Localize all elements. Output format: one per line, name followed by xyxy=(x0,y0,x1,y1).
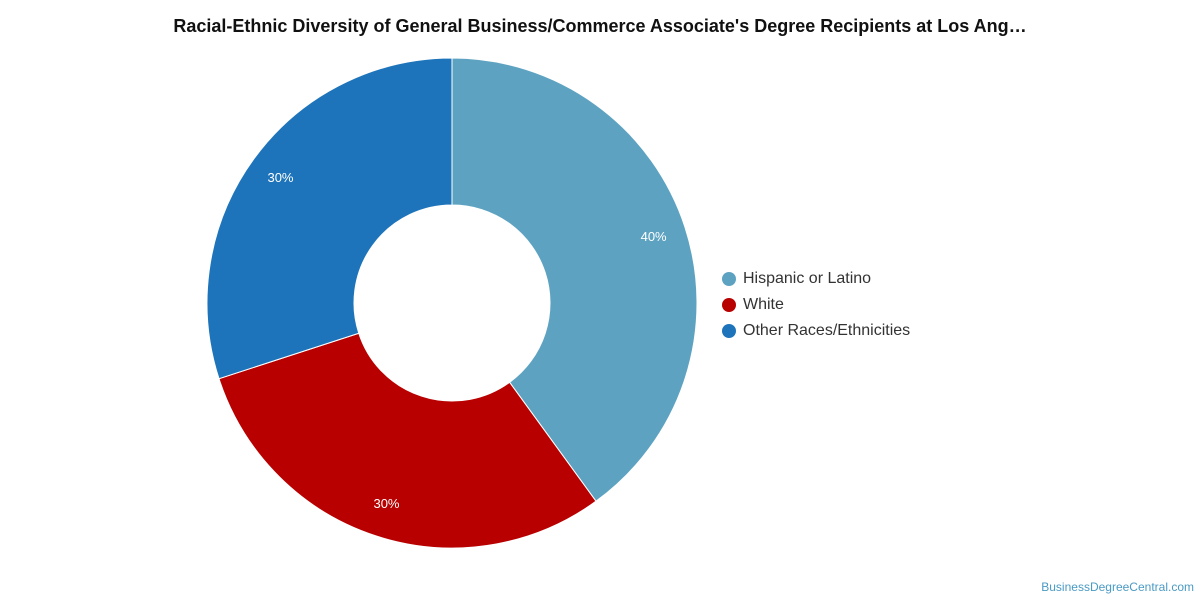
pie-slice-hispanic-or-latino[interactable] xyxy=(451,57,698,502)
legend-swatch-white xyxy=(722,298,736,312)
data-label-hispanic-or-latino: 40% xyxy=(641,229,667,244)
legend-label-hispanic-or-latino: Hispanic or Latino xyxy=(743,270,872,287)
watermark-link[interactable]: BusinessDegreeCentral.com xyxy=(1041,580,1194,594)
legend-swatch-hispanic-or-latino xyxy=(722,272,736,286)
data-label-other-races-ethnicities: 30% xyxy=(267,170,293,185)
chart-legend: Hispanic or Latino White Other Races/Eth… xyxy=(722,266,910,344)
legend-label-other-races-ethnicities: Other Races/Ethnicities xyxy=(743,322,911,339)
legend-item-other-races-ethnicities[interactable]: Other Races/Ethnicities xyxy=(722,318,910,344)
legend-item-hispanic-or-latino[interactable]: Hispanic or Latino xyxy=(722,266,910,292)
pie-slice-other-races-ethnicities[interactable] xyxy=(206,57,453,380)
pie-slice-white[interactable] xyxy=(218,332,597,549)
chart-title: Racial-Ethnic Diversity of General Busin… xyxy=(173,16,1027,36)
legend-label-white: White xyxy=(743,296,784,313)
legend-swatch-other-races-ethnicities xyxy=(722,324,736,338)
legend-item-white[interactable]: White xyxy=(722,292,910,318)
data-label-white: 30% xyxy=(373,496,399,511)
